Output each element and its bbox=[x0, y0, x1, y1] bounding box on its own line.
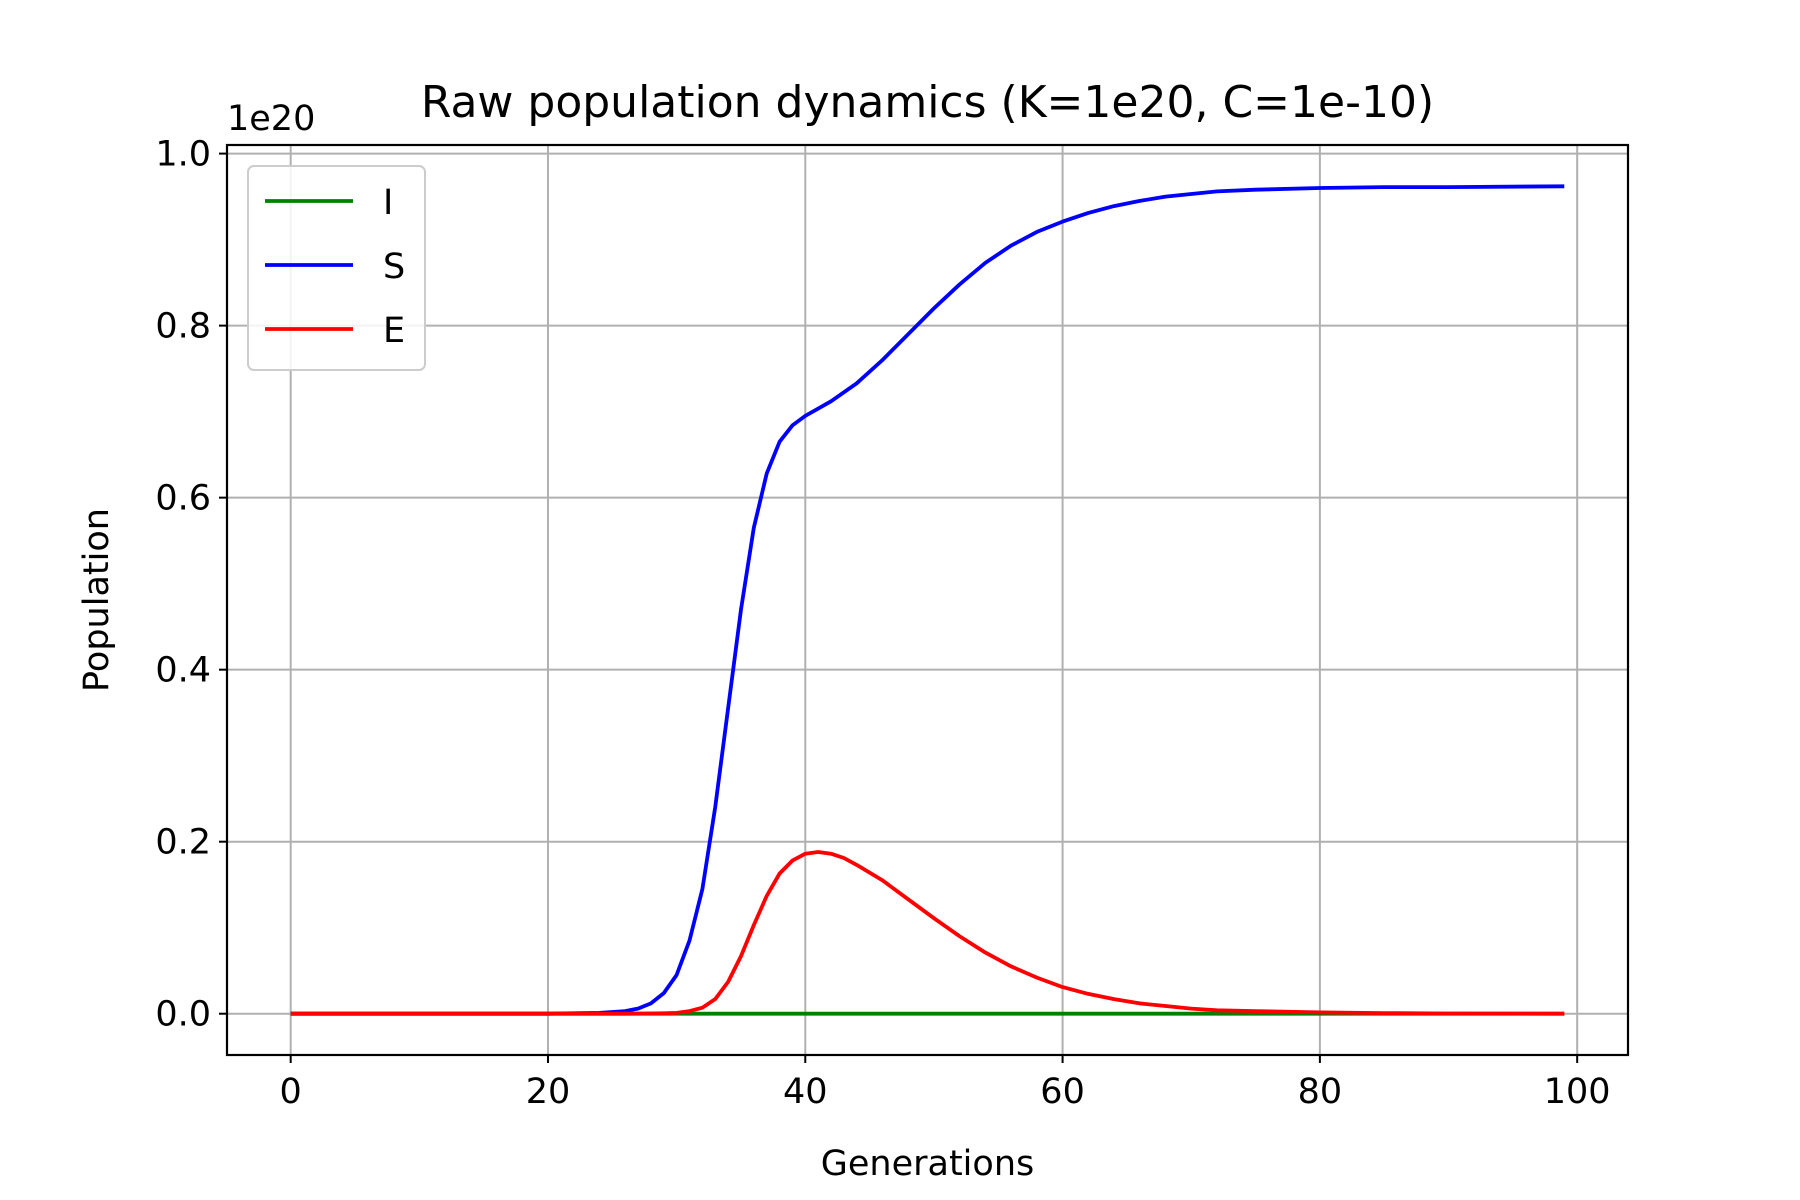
x-axis-label: Generations bbox=[821, 1144, 1035, 1184]
y-offset-label: 1e20 bbox=[227, 99, 315, 139]
x-tick-label: 100 bbox=[1544, 1072, 1611, 1112]
x-tick-label: 0 bbox=[280, 1072, 302, 1112]
axis-ticks: 0 20 40 60 80 100 0.0 0.2 0.4 0.6 0.8 1.0 bbox=[155, 135, 1610, 1112]
plot-series bbox=[290, 184, 1565, 1016]
x-tick-label: 80 bbox=[1298, 1072, 1343, 1112]
y-tick-label: 0.0 bbox=[155, 995, 211, 1035]
y-tick-label: 0.8 bbox=[155, 307, 211, 347]
legend-label-S: S bbox=[383, 247, 405, 287]
y-tick-label: 0.2 bbox=[155, 823, 211, 863]
legend: ISE bbox=[247, 165, 426, 371]
y-tick-label: 0.4 bbox=[155, 651, 211, 691]
legend-label-E: E bbox=[383, 311, 405, 351]
y-axis-label: Population bbox=[77, 508, 117, 692]
y-tick-label: 1.0 bbox=[155, 135, 211, 175]
grid bbox=[227, 145, 1628, 1055]
plot-frame bbox=[225, 143, 1630, 1057]
x-tick-label: 20 bbox=[526, 1072, 571, 1112]
series-line-S bbox=[290, 184, 1565, 1016]
legend-box bbox=[247, 165, 426, 371]
x-tick-label: 60 bbox=[1040, 1072, 1085, 1112]
x-tick-label: 40 bbox=[783, 1072, 828, 1112]
chart-title: Raw population dynamics (K=1e20, C=1e-10… bbox=[421, 77, 1434, 128]
y-tick-label: 0.6 bbox=[155, 479, 211, 519]
legend-label-I: I bbox=[383, 183, 393, 223]
series-line-E bbox=[290, 850, 1565, 1016]
